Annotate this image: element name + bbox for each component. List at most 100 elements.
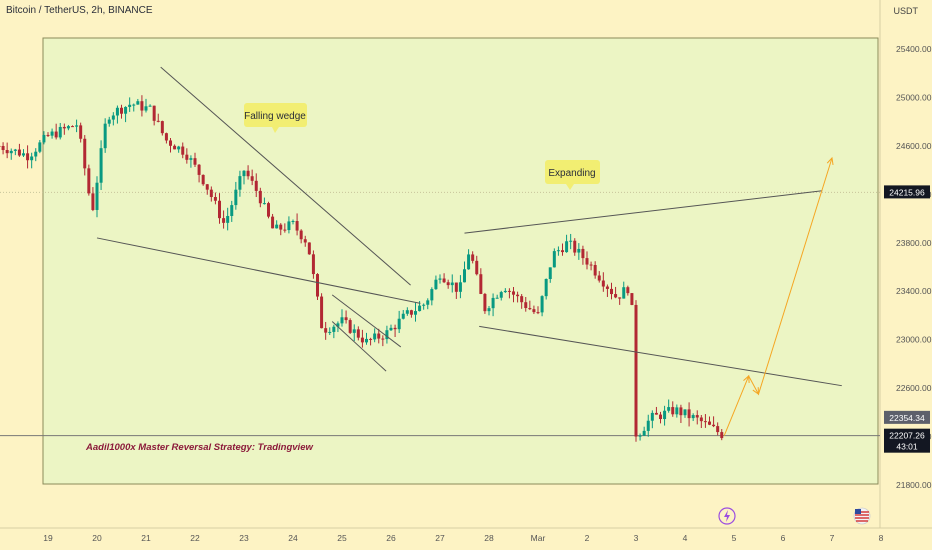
falling-wedge-callout: Falling wedge <box>244 103 307 133</box>
x-tick-label: 26 <box>386 533 396 543</box>
time-axis-ticks: 19 20 21 22 23 24 25 26 27 28 Mar 2 3 4 5 6 7 8 <box>43 533 883 543</box>
candle-body <box>654 412 658 415</box>
candle-body <box>307 242 311 255</box>
candle-body <box>458 282 462 292</box>
price-tag-box <box>884 185 930 199</box>
candle-body <box>275 224 279 229</box>
candle-body <box>324 328 328 333</box>
projection-arrowhead <box>743 374 750 384</box>
candle-body <box>683 409 687 416</box>
y-tick-label: 23000.00 <box>896 335 932 345</box>
candle-body <box>352 329 356 333</box>
candle-body <box>565 241 569 253</box>
candle-body <box>234 189 238 206</box>
candle-body <box>405 310 409 314</box>
candle-body <box>577 248 581 253</box>
candle-body <box>422 304 426 306</box>
candle-body <box>30 156 34 161</box>
candle-body <box>26 153 30 161</box>
candle-body <box>0 145 1 147</box>
price-tag-box <box>884 410 930 424</box>
candle-body <box>173 145 177 150</box>
x-tick-label: 21 <box>141 533 151 543</box>
candle-body <box>397 318 401 330</box>
candle-body <box>254 180 258 191</box>
candle-body <box>556 250 560 252</box>
candle-body <box>1 145 5 151</box>
candle-body <box>626 287 630 294</box>
candle-body <box>373 333 377 340</box>
candle-body <box>495 297 499 299</box>
candle-body <box>642 430 646 436</box>
candle-body <box>46 134 50 136</box>
candle-body <box>438 278 442 280</box>
candle-body <box>311 254 315 275</box>
candle-body <box>446 282 450 286</box>
trend-line <box>464 190 823 234</box>
candle-body <box>434 279 438 290</box>
candle-body <box>622 287 626 299</box>
falling-wedge-pointer <box>272 127 279 133</box>
candle-body <box>91 193 95 210</box>
candle-series <box>0 95 724 442</box>
candle-body <box>295 221 299 231</box>
candle-body <box>695 415 699 418</box>
candle-body <box>303 239 307 243</box>
candle-body <box>107 119 111 124</box>
candle-body <box>646 420 650 431</box>
projection-arrowhead <box>826 156 834 165</box>
candle-body <box>381 338 385 340</box>
x-tick-label: 28 <box>484 533 494 543</box>
candle-body <box>585 258 589 265</box>
lightning-icon[interactable] <box>718 507 736 525</box>
symbol-title: Bitcoin / TetherUS, 2h, BINANCE <box>6 5 153 16</box>
x-tick-label: Mar <box>531 533 546 543</box>
candle-body <box>152 105 156 121</box>
candle-body <box>605 286 609 289</box>
candle-body <box>132 104 136 106</box>
candle-body <box>222 218 226 223</box>
y-tick-label: 25400.00 <box>896 44 932 54</box>
price-tag-label: 24215.96 <box>889 187 925 197</box>
x-tick-label: 23 <box>239 533 249 543</box>
candle-body <box>720 432 724 439</box>
candle-body <box>17 149 21 156</box>
candle-body <box>552 251 556 268</box>
candle-body <box>279 224 283 230</box>
candle-body <box>638 435 642 437</box>
us-flag-icon[interactable] <box>853 507 871 525</box>
y-tick-label: 23800.00 <box>896 238 932 248</box>
candle-body <box>671 407 675 415</box>
candle-body <box>691 415 695 419</box>
candle-body <box>540 296 544 313</box>
candle-body <box>712 424 716 427</box>
candle-body <box>238 176 242 190</box>
candle-body <box>79 125 83 139</box>
x-tick-label: 24 <box>288 533 298 543</box>
candle-body <box>128 104 132 107</box>
candle-body <box>144 106 148 111</box>
candle-body <box>634 304 638 437</box>
candle-body <box>614 294 618 298</box>
candle-body <box>544 279 548 297</box>
candle-body <box>483 293 487 312</box>
candle-body <box>393 327 397 330</box>
candle-body <box>71 126 74 128</box>
candle-body <box>377 333 381 339</box>
x-tick-label: 7 <box>830 533 835 543</box>
candle-body <box>581 248 585 259</box>
candle-body <box>197 164 201 175</box>
candle-body <box>703 421 707 423</box>
x-tick-label: 25 <box>337 533 347 543</box>
candle-body <box>601 280 605 287</box>
candle-body <box>356 329 360 338</box>
candle-body <box>22 153 25 156</box>
candle-body <box>230 205 234 216</box>
candle-body <box>667 407 671 411</box>
candle-body <box>454 282 458 292</box>
candle-body <box>569 240 573 242</box>
candle-body <box>177 146 181 150</box>
candle-body <box>475 260 479 275</box>
